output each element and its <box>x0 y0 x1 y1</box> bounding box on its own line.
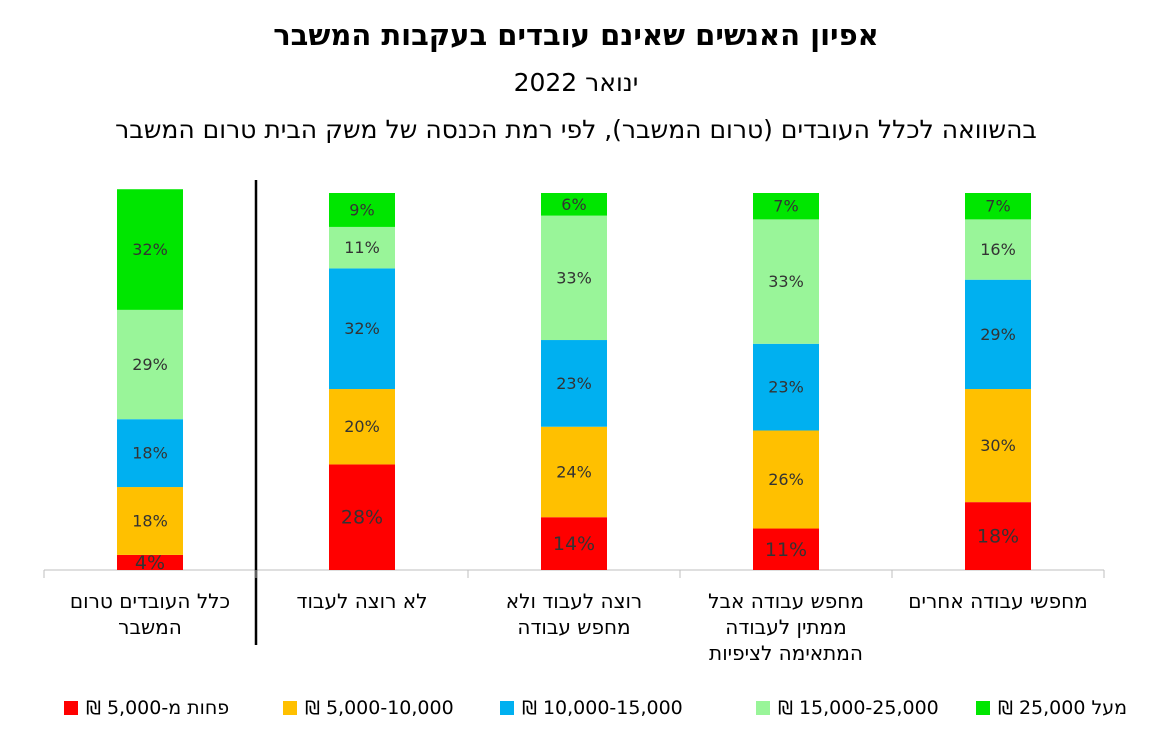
bar-segment <box>965 502 1031 570</box>
bar-segment <box>117 189 183 310</box>
data-label: 30% <box>980 436 1016 455</box>
data-label: 9% <box>349 200 374 219</box>
legend-label: מעל 25,000 ₪ <box>998 697 1128 719</box>
legend-item: מעל 25,000 ₪ <box>976 697 1127 719</box>
bar-segment <box>329 193 395 227</box>
data-label: 18% <box>132 444 168 463</box>
data-label: 18% <box>132 511 168 530</box>
x-tick-label: לא רוצה לעבוד <box>296 589 428 613</box>
data-label: 7% <box>773 197 798 216</box>
data-label: 29% <box>132 355 168 374</box>
bar-segment <box>965 219 1031 280</box>
legend-item: 15,000-25,000 ₪ <box>756 697 939 719</box>
bar-segment <box>541 215 607 341</box>
legend-item: 5,000-10,000 ₪ <box>283 697 454 719</box>
bar-segment <box>329 389 395 465</box>
bar-segment <box>329 226 395 269</box>
data-label: 29% <box>980 325 1016 344</box>
x-tick-label: מחפשי עבודה אחרים <box>908 589 1088 613</box>
x-tick-label: מחפש עבודה אבל ממתין לעבודה המתאימה לציפ… <box>708 589 864 665</box>
data-label: 32% <box>132 240 168 259</box>
bar-segment <box>753 219 819 344</box>
bar-segment <box>753 430 819 529</box>
data-label: 32% <box>344 319 380 338</box>
legend-item: פחות מ-5,000 ₪ <box>64 697 229 719</box>
legend-label: 10,000-15,000 ₪ <box>522 697 683 719</box>
legend-swatch <box>64 701 78 715</box>
data-label: 33% <box>556 268 592 287</box>
data-label: 23% <box>768 378 804 397</box>
bar-segment <box>965 279 1031 390</box>
bar-segment <box>541 193 607 216</box>
bar-segment <box>117 309 183 420</box>
bar-segment <box>329 464 395 570</box>
bar-segment <box>753 343 819 431</box>
bar-segment <box>329 268 395 390</box>
legend-swatch <box>756 701 770 715</box>
bar-segment <box>753 528 819 570</box>
bar-segment <box>541 340 607 427</box>
chart-description: בהשוואה לכלל העובדים (טרום המשבר), לפי ר… <box>115 115 1037 144</box>
data-label: 28% <box>341 507 383 529</box>
legend-swatch <box>500 701 514 715</box>
data-label: 33% <box>768 272 804 291</box>
bar-segment <box>541 517 607 570</box>
data-label: 14% <box>553 533 595 555</box>
chart-title: אפיון האנשים שאינם עובדים בעקבות המשבר <box>273 18 879 52</box>
data-label: 16% <box>980 240 1016 259</box>
bar-segment <box>541 426 607 518</box>
legend-swatch <box>283 701 297 715</box>
x-tick-label: כלל העובדים טרום המשבר <box>69 589 231 639</box>
legend-swatch <box>976 701 990 715</box>
legend-label: פחות מ-5,000 ₪ <box>86 697 230 719</box>
data-label: 24% <box>556 462 592 481</box>
chart-subtitle: ינואר 2022 <box>513 68 639 97</box>
x-tick-label: רוצה לעבוד ולא מחפש עבודה <box>505 589 643 639</box>
data-label: 4% <box>135 552 165 574</box>
legend-item: 10,000-15,000 ₪ <box>500 697 683 719</box>
legend-label: 5,000-10,000 ₪ <box>305 697 454 719</box>
bar-segment <box>965 389 1031 503</box>
data-label: 20% <box>344 417 380 436</box>
data-label: 11% <box>344 238 380 257</box>
data-label: 7% <box>985 197 1010 216</box>
bar-segment <box>753 193 819 220</box>
data-label: 18% <box>977 526 1019 548</box>
bar-segment <box>117 554 183 570</box>
data-label: 11% <box>765 539 807 561</box>
legend-label: 15,000-25,000 ₪ <box>778 697 939 719</box>
bar-segment <box>117 419 183 488</box>
bar-segment <box>965 193 1031 220</box>
data-label: 23% <box>556 374 592 393</box>
bar-segment <box>117 487 183 555</box>
data-label: 6% <box>561 195 586 214</box>
data-label: 26% <box>768 470 804 489</box>
